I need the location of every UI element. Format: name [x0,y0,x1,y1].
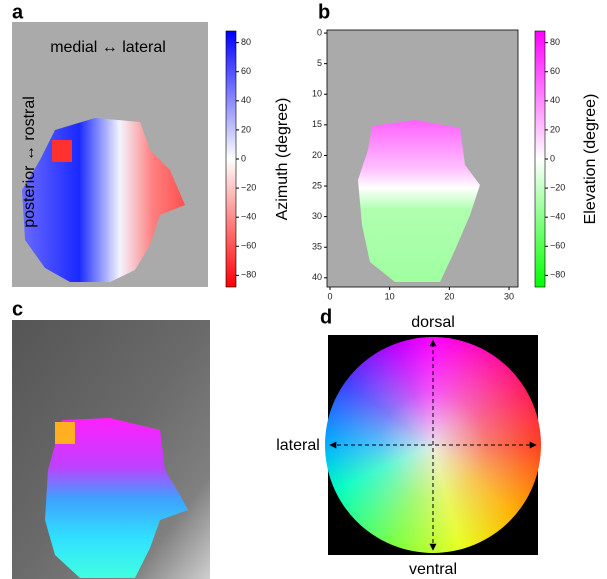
page: {"panel_a": {"label": "a", "annotation_t… [0,0,607,579]
overlay [0,0,607,579]
